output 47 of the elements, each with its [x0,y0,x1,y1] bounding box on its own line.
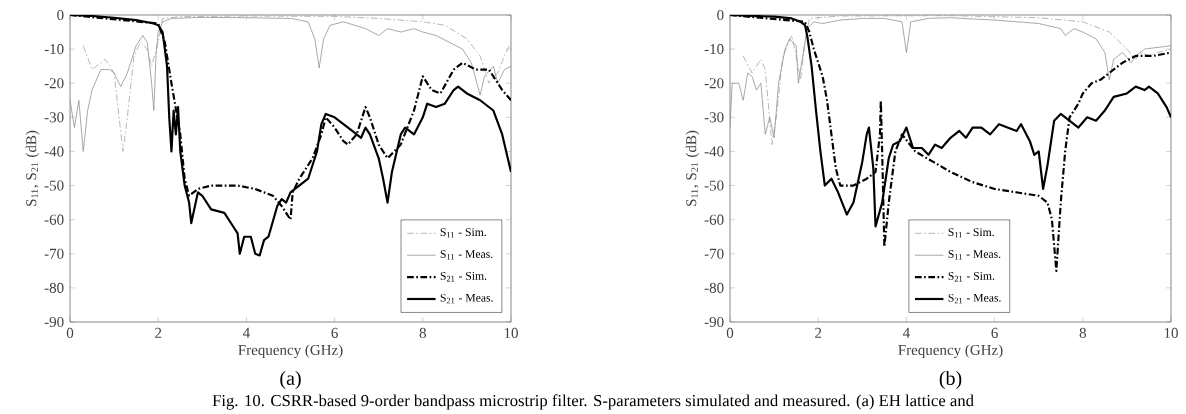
y-axis-title: S$_{11}$, S$_{21}$ (dB) [685,130,700,206]
legend-label: S$_{21}$ - Meas. [440,293,493,304]
legend-label: S$_{11}$ - Meas. [440,250,493,260]
y-tick-label: -20 [704,78,724,89]
y-tick-label: -50 [44,180,64,191]
x-tick-label: 8 [419,327,426,339]
y-tick-label: -50 [704,180,724,191]
legend-label: S$_{11}$ - Sim. [440,228,486,238]
legend-label: S$_{21}$ - Meas. [948,293,1001,304]
x-axis-title: Frequency (GHz) [238,344,343,359]
x-tick-label: 10 [1164,327,1178,339]
y-tick-label: -70 [704,248,724,259]
y-tick-label: -40 [44,146,64,157]
x-tick-label: 6 [991,327,998,338]
legend-label: S$_{11}$ - Meas. [948,250,1001,260]
y-tick-label: -30 [704,112,724,123]
x-tick-label: 8 [1079,327,1086,339]
y-tick-label: -30 [44,112,64,123]
legend-label: S$_{11}$ - Sim. [948,228,994,238]
x-tick-label: 4 [242,327,250,338]
y-tick-label: -10 [704,44,724,55]
y-tick-label: 0 [57,9,64,21]
y-tick-label: -80 [44,282,64,293]
x-tick-label: 6 [331,327,338,338]
y-tick-label: 0 [717,9,724,21]
x-tick-label: 4 [902,327,910,338]
text: (a) [280,370,301,390]
x-tick-label: 0 [66,327,74,339]
x-tick-label: 0 [726,327,734,339]
x-tick-label: 10 [504,327,518,339]
x-axis-title: Frequency (GHz) [898,344,1003,359]
text: (b) [939,370,962,390]
y-tick-label: -60 [704,214,724,225]
x-tick-label: 2 [815,327,822,338]
caption: Fig. 10. CSRR-based 9-order bandpass microstrip filter. S-parameters simulated and measured. (a) EH lattice and [212,394,974,410]
x-tick-label: 2 [155,327,162,338]
y-tick-label: -20 [44,78,64,89]
y-tick-label: -90 [44,316,64,328]
legend-label: S$_{21}$ - Sim. [948,272,995,282]
y-axis-title: S$_{11}$, S$_{21}$ (dB) [25,130,40,206]
y-tick-label: -80 [704,282,724,293]
y-tick-label: -60 [44,214,64,225]
y-tick-label: -10 [44,44,64,55]
y-tick-label: -90 [704,316,724,328]
y-tick-label: -70 [44,248,64,259]
legend-label: S$_{21}$ - Sim. [440,272,487,282]
y-tick-label: -40 [704,146,724,157]
